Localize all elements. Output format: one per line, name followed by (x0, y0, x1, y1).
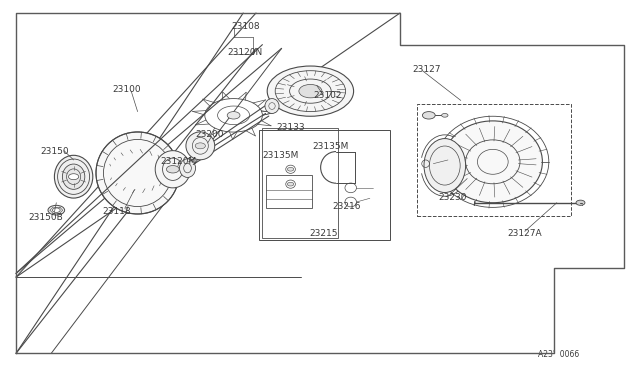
Ellipse shape (48, 205, 65, 215)
Ellipse shape (54, 155, 93, 198)
Circle shape (195, 143, 205, 149)
Text: 23127: 23127 (413, 65, 442, 74)
Circle shape (227, 112, 240, 119)
Bar (259, 130, 390, 240)
Text: 23108: 23108 (232, 22, 260, 31)
Ellipse shape (179, 159, 196, 177)
Circle shape (287, 167, 294, 171)
Ellipse shape (156, 151, 191, 188)
Ellipse shape (443, 121, 543, 203)
Text: 23135M: 23135M (262, 151, 299, 160)
Text: 23200: 23200 (195, 130, 224, 139)
Circle shape (576, 200, 585, 205)
Text: 23230: 23230 (438, 193, 467, 202)
Text: 23150B: 23150B (29, 213, 63, 222)
Text: 23102: 23102 (314, 92, 342, 100)
Ellipse shape (268, 66, 353, 116)
Circle shape (166, 166, 179, 173)
Text: 23120N: 23120N (228, 48, 263, 57)
Text: 23133: 23133 (276, 123, 305, 132)
Ellipse shape (265, 99, 279, 113)
Text: 23120M: 23120M (160, 157, 196, 166)
Text: 23100: 23100 (112, 85, 141, 94)
Text: A23'  0066: A23' 0066 (538, 350, 579, 359)
Text: 23118: 23118 (102, 207, 131, 216)
Bar (262, 128, 339, 238)
Text: 23216: 23216 (333, 202, 362, 211)
Ellipse shape (186, 132, 215, 160)
Ellipse shape (63, 164, 85, 189)
Circle shape (68, 174, 79, 180)
Bar (266, 175, 312, 208)
Circle shape (442, 113, 448, 117)
Text: 23150: 23150 (40, 147, 69, 156)
Text: 23215: 23215 (309, 229, 338, 238)
Ellipse shape (96, 132, 179, 214)
Text: 23135M: 23135M (312, 142, 349, 151)
Circle shape (299, 84, 322, 98)
Circle shape (287, 182, 294, 186)
Ellipse shape (52, 208, 60, 212)
Ellipse shape (424, 139, 466, 193)
Circle shape (422, 112, 435, 119)
Text: 23127A: 23127A (508, 229, 542, 238)
